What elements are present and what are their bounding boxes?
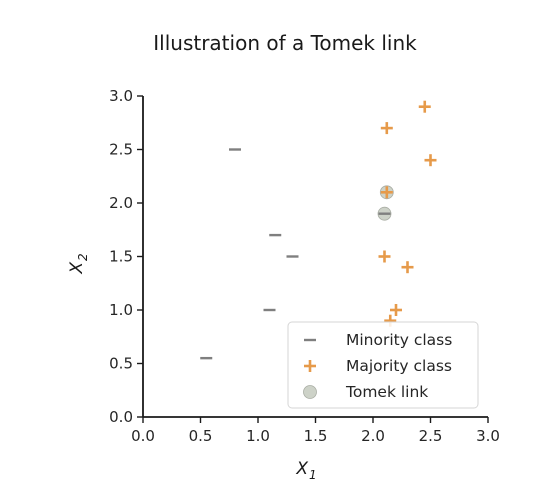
majority-point [378,250,391,263]
y-tick-label: 0.0 [109,408,133,426]
x-tick-label: 1.5 [304,427,328,445]
x-tick-label: 2.0 [361,427,385,445]
x-tick-label: 0.5 [189,427,213,445]
y-tick-label: 2.0 [109,194,133,212]
y-tick-label: 0.5 [109,355,133,373]
y-tick-label: 1.5 [109,248,133,266]
legend-label: Tomek link [345,383,428,401]
y-axis-title-main: X [67,262,87,275]
majority-point [401,261,414,274]
x-axis-title: X 1 [295,459,316,482]
majority-point [424,154,437,167]
x-tick-label: 1.0 [246,427,270,445]
legend: Minority class Majority class Tomek link [287,321,479,409]
legend-label: Minority class [346,331,452,349]
legend-box [287,321,479,409]
legend-majority-marker [304,360,316,372]
x-ticks: 0.0 0.5 1.0 1.5 2.0 2.5 3.0 [131,417,500,445]
y-tick-label: 2.5 [109,141,133,159]
x-axis-title-main: X [295,459,308,479]
y-ticks: 0.0 0.5 1.0 1.5 2.0 2.5 3.0 [109,87,143,426]
majority-point [418,100,431,113]
legend-label: Majority class [346,357,452,375]
majority-point [380,186,393,199]
y-axis-title: X 2 [67,253,90,274]
x-tick-label: 2.5 [419,427,443,445]
chart-title: Illustration of a Tomek link [153,31,417,55]
legend-tomek-marker [303,385,317,399]
plot-marks [200,100,437,360]
x-tick-label: 3.0 [476,427,500,445]
y-tick-label: 3.0 [109,87,133,105]
y-axis-title-subscript: 2 [76,253,90,261]
majority-point [390,304,402,316]
x-axis-title-subscript: 1 [309,468,317,482]
x-tick-label: 0.0 [131,427,155,445]
y-tick-label: 1.0 [109,301,133,319]
majority-point [380,122,393,135]
